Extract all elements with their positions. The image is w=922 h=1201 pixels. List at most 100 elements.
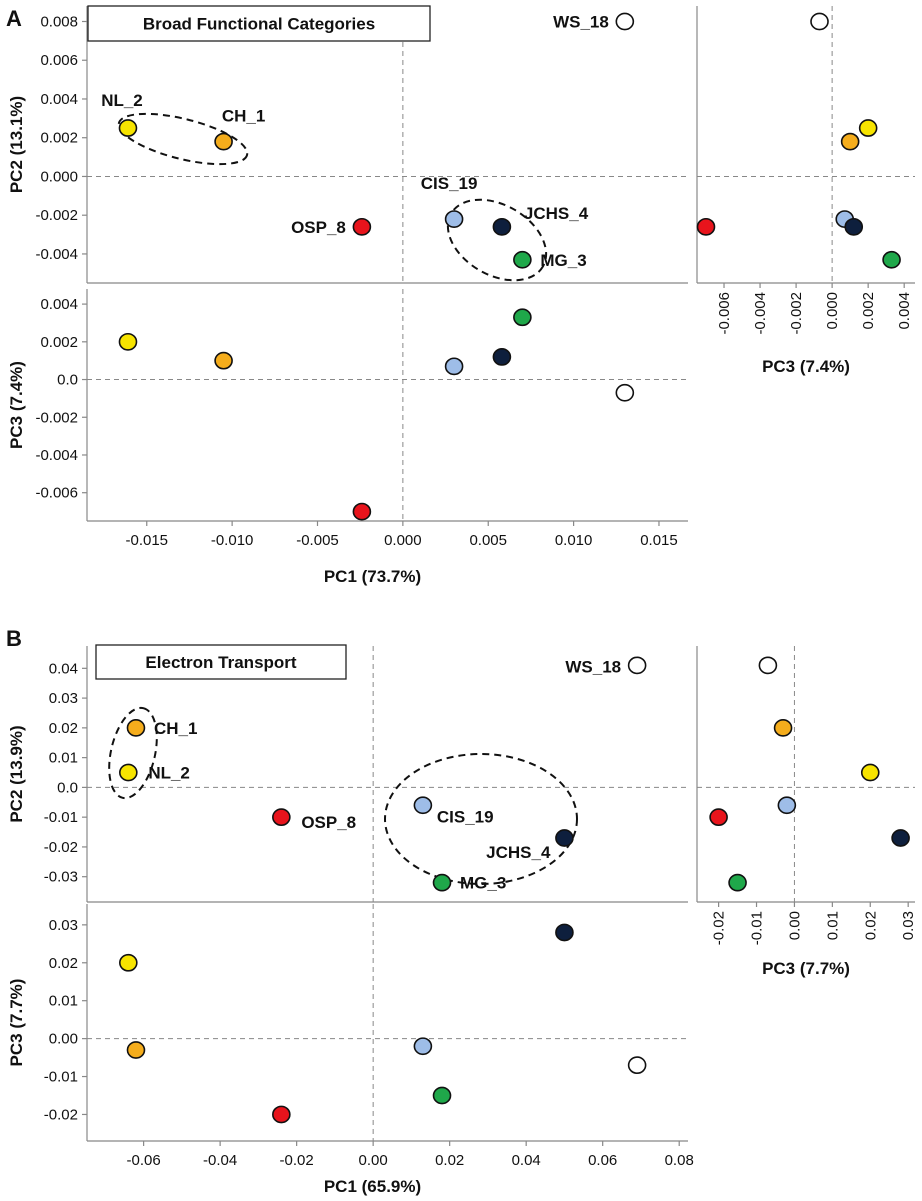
point-main-nl-2: [118, 119, 138, 137]
pc3-side-tick-label: 0.002: [860, 292, 877, 330]
point-lower-nl-2: [118, 332, 138, 351]
pc2-tick-label: 0.008: [40, 13, 78, 30]
pc3-side-tick-label: 0.000: [824, 292, 841, 330]
point-label-mg-3: MG_3: [540, 251, 586, 270]
point-label-ws-18: WS_18: [553, 12, 609, 31]
panel-a: A 0.008 0.006 0.004 0.002 0.000 -0.002 -0.004 0.…: [6, 5, 915, 586]
point-side-cis-19: [777, 796, 797, 815]
pc2-tick-label: 0.01: [49, 750, 78, 767]
point-side-nl-2: [858, 119, 878, 137]
pc3-side-tick-label: 0.02: [862, 911, 879, 940]
pc1-tick-label: 0.06: [588, 1152, 617, 1169]
pc3-side-tick-label: -0.01: [749, 911, 766, 945]
cluster-ellipse-2: [446, 198, 548, 282]
pc3-tick-label: 0.0: [57, 372, 78, 389]
panel-b: B 0.04 0.03 0.02 0.01 0.0 -0.01 -0.02 -0.03 0.03 0…: [6, 626, 917, 1196]
point-side-ch-1: [773, 718, 793, 737]
pc2-tick-label: -0.002: [35, 207, 78, 224]
chart-title-box: [95, 644, 347, 680]
pc1-tick-label: 0.005: [469, 532, 507, 549]
pc3-side-tick-label: 0.004: [896, 292, 913, 330]
chart-title: Broad Functional Categories: [143, 15, 375, 34]
chart-title-box: [87, 5, 431, 42]
point-lower-ws-18: [615, 383, 635, 402]
pc3-tick-label: 0.03: [49, 917, 78, 934]
point-label-ch-1: CH_1: [154, 719, 197, 738]
pc2-tick-label: 0.000: [40, 168, 78, 185]
chart-title: Electron Transport: [145, 653, 296, 672]
pc2-tick-label: 0.03: [49, 690, 78, 707]
cluster-ellipse-1: [117, 112, 249, 166]
point-main-ws-18: [615, 12, 635, 31]
point-side-jchs-4: [891, 829, 910, 847]
panel-letter: A: [6, 6, 22, 31]
pc3-side-tick-label: -0.006: [716, 292, 733, 335]
point-main-jchs-4: [555, 829, 574, 847]
point-lower-cis-19: [444, 357, 464, 376]
point-label-jchs-4: JCHS_4: [486, 843, 551, 862]
point-main-mg-3: [432, 873, 452, 892]
point-lower-osp-8: [272, 1105, 291, 1124]
point-lower-mg-3: [432, 1086, 452, 1105]
point-main-cis-19: [444, 210, 464, 228]
pc1-tick-label: 0.00: [359, 1152, 388, 1169]
pc1-axis-label: PC1 (65.9%): [324, 1177, 421, 1196]
point-side-ws-18: [810, 12, 829, 31]
point-side-mg-3: [728, 873, 747, 892]
point-main-ch-1: [126, 718, 146, 737]
point-label-cis-19: CIS_19: [421, 174, 478, 193]
pc2-tick-label: 0.002: [40, 130, 78, 147]
pc2-axis-label: PC2 (13.9%): [7, 725, 26, 822]
cluster-ellipse-1: [108, 706, 158, 800]
point-lower-jchs-4: [492, 348, 512, 366]
point-label-nl-2: NL_2: [148, 764, 190, 783]
pc2-tick-label: 0.0: [57, 779, 78, 796]
point-label-osp-8: OSP_8: [301, 813, 356, 832]
pc1-tick-label: 0.010: [555, 532, 593, 549]
point-label-ch-1: CH_1: [222, 107, 265, 126]
pc1-tick-label: -0.015: [125, 532, 168, 549]
point-main-ws-18: [627, 656, 647, 675]
pc1-tick-label: -0.005: [296, 532, 339, 549]
point-main-osp-8: [352, 217, 372, 236]
pc1-tick-label: 0.04: [512, 1152, 541, 1169]
pc1-tick-label: 0.000: [384, 532, 422, 549]
pc2-tick-label: 0.02: [49, 720, 78, 737]
pc1-tick-label: -0.06: [127, 1152, 161, 1169]
pc3-side-tick-label: -0.004: [752, 292, 769, 335]
point-lower-jchs-4: [555, 923, 574, 942]
pc3-tick-label: -0.01: [44, 1069, 78, 1086]
point-main-ch-1: [214, 132, 233, 151]
pc3-axis-label: PC3 (7.7%): [7, 979, 26, 1067]
pc3-tick-label: -0.004: [35, 447, 78, 464]
point-label-ws-18: WS_18: [565, 657, 621, 676]
point-main-jchs-4: [492, 217, 512, 236]
point-lower-nl-2: [119, 953, 138, 972]
pc2-axis-label: PC2 (13.1%): [7, 96, 26, 193]
pc1-tick-label: -0.010: [211, 532, 254, 549]
pc3-side-axis-label: PC3 (7.7%): [762, 959, 850, 978]
pc2-tick-label: -0.02: [44, 839, 78, 856]
point-side-jchs-4: [844, 217, 864, 236]
point-side-ws-18: [758, 656, 778, 675]
pc2-tick-label: 0.004: [40, 91, 78, 108]
pc3-tick-label: 0.01: [49, 993, 78, 1010]
point-lower-ch-1: [126, 1041, 146, 1059]
pc2-tick-label: -0.01: [44, 809, 78, 826]
point-label-mg-3: MG_3: [460, 874, 506, 893]
pc3-side-tick-label: 0.01: [824, 911, 841, 940]
panel-letter: B: [6, 626, 22, 651]
point-side-osp-8: [696, 217, 716, 236]
pc1-tick-label: 0.08: [665, 1152, 694, 1169]
pc3-side-tick-label: -0.02: [711, 911, 728, 945]
pc3-side-tick-label: 0.00: [786, 911, 803, 940]
point-lower-osp-8: [352, 502, 372, 521]
point-lower-ws-18: [627, 1056, 647, 1075]
pc3-side-tick-label: 0.03: [900, 911, 917, 940]
pc1-tick-label: 0.015: [640, 532, 678, 549]
pc3-side-axis-label: PC3 (7.4%): [762, 357, 850, 376]
point-side-nl-2: [860, 763, 880, 782]
pc3-tick-label: 0.02: [49, 955, 78, 972]
point-main-mg-3: [513, 250, 532, 269]
